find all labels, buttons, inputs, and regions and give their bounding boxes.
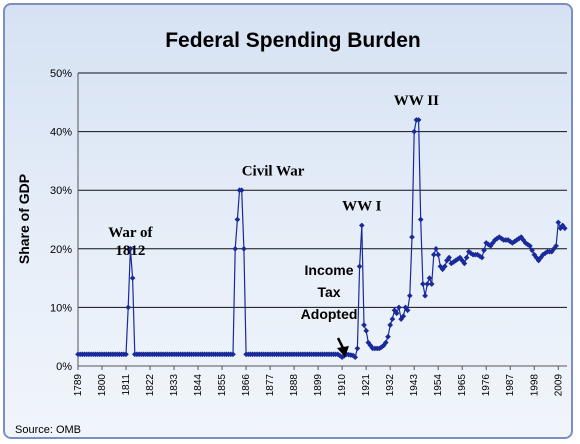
data-point	[428, 281, 435, 287]
annotation: Income Tax Adopted	[301, 262, 358, 322]
data-point	[389, 316, 396, 322]
y-tick-label: 50%	[50, 68, 72, 80]
data-point	[404, 307, 411, 314]
x-tick-labels: 1789 1800 1811 1822 1833 1844 1855 1866 1877 1888…	[73, 366, 564, 396]
income-tax-arrow-icon	[336, 337, 349, 357]
y-tick-label: 30%	[50, 185, 72, 197]
x-tick-label: 1822	[145, 374, 156, 397]
y-tick-labels: 0% 10% 20% 30% 40% 50%	[50, 68, 72, 373]
data-point	[387, 322, 394, 328]
annotation: WW I	[342, 199, 381, 215]
annotation: WW II	[394, 93, 439, 109]
data-point	[400, 313, 407, 320]
x-tick-label: 1932	[385, 374, 396, 397]
data-point	[420, 281, 426, 287]
x-tick-label: 1943	[409, 374, 420, 397]
data-point	[406, 292, 413, 299]
x-tick-label: 1888	[289, 374, 300, 397]
x-tick-label: 1954	[433, 374, 444, 397]
data-point	[411, 128, 418, 135]
data-point	[426, 275, 433, 281]
x-tick-label: 1877	[265, 374, 276, 397]
data-point	[463, 254, 470, 261]
series-group	[75, 117, 568, 361]
x-tick-label: 1800	[97, 374, 108, 397]
data-point	[385, 333, 391, 340]
data-point	[123, 351, 129, 358]
chart-title: Federal Spending Burden	[165, 29, 421, 52]
chart-frame: Federal Spending Burden 0% 10% 20% 30% 40% 50…	[3, 3, 573, 439]
y-tick-label: 40%	[50, 127, 72, 139]
data-point	[435, 251, 442, 258]
source-note: Source: OMB	[15, 424, 81, 436]
data-point	[422, 292, 428, 299]
data-point	[241, 245, 247, 252]
data-point	[527, 243, 533, 249]
y-tick-label: 20%	[50, 244, 72, 256]
annotation: Civil War	[242, 164, 305, 180]
data-point	[129, 275, 136, 281]
x-tick-label: 1855	[217, 374, 228, 397]
data-point	[417, 216, 424, 223]
data-point	[409, 234, 415, 240]
data-point	[230, 351, 236, 358]
y-axis-label: Share of GDP	[16, 174, 32, 264]
data-point	[529, 247, 535, 254]
data-point	[561, 225, 568, 232]
x-tick-label: 1811	[121, 374, 132, 396]
x-tick-label: 1899	[313, 374, 324, 397]
x-tick-label: 1910	[337, 374, 348, 397]
data-point	[555, 219, 562, 226]
data-point	[232, 245, 239, 252]
x-tick-label: 1866	[241, 374, 252, 397]
x-tick-label: 1844	[193, 374, 204, 397]
axes	[77, 73, 567, 367]
data-point	[363, 327, 370, 334]
data-point	[430, 251, 437, 258]
data-point	[361, 322, 367, 328]
data-point	[479, 254, 485, 261]
chart: Federal Spending Burden 0% 10% 20% 30% 40% 50…	[15, 29, 568, 436]
data-point	[441, 263, 448, 270]
annotations: War of 1812 Civil War WW I WW II Income Tax Ado…	[108, 93, 439, 322]
x-tick-label: 1965	[457, 374, 468, 397]
x-tick-label: 1789	[73, 374, 84, 397]
data-point	[234, 216, 241, 223]
x-tick-label: 2009	[553, 374, 564, 397]
data-point	[354, 345, 361, 352]
data-point	[127, 245, 134, 252]
data-point	[352, 354, 359, 361]
data-point	[382, 339, 389, 346]
y-tick-label: 0%	[56, 361, 72, 373]
data-point	[396, 304, 402, 311]
data-point	[424, 281, 431, 287]
data-point	[415, 117, 422, 123]
data-point	[356, 263, 363, 270]
annotation: War of 1812	[108, 225, 153, 259]
data-point	[553, 243, 559, 249]
data-point	[461, 260, 468, 267]
x-tick-label: 1976	[481, 374, 492, 397]
x-tick-label: 1998	[529, 374, 540, 397]
gridlines	[78, 72, 567, 308]
data-point	[481, 247, 487, 254]
x-tick-label: 1987	[505, 374, 516, 397]
x-tick-label: 1833	[169, 374, 180, 397]
data-point	[446, 254, 452, 261]
data-point	[433, 245, 439, 252]
data-point	[238, 187, 245, 194]
data-point	[358, 222, 365, 229]
y-tick-label: 10%	[50, 302, 72, 314]
x-tick-label: 1921	[361, 374, 372, 397]
data-point	[125, 304, 132, 311]
data-point	[393, 310, 400, 317]
